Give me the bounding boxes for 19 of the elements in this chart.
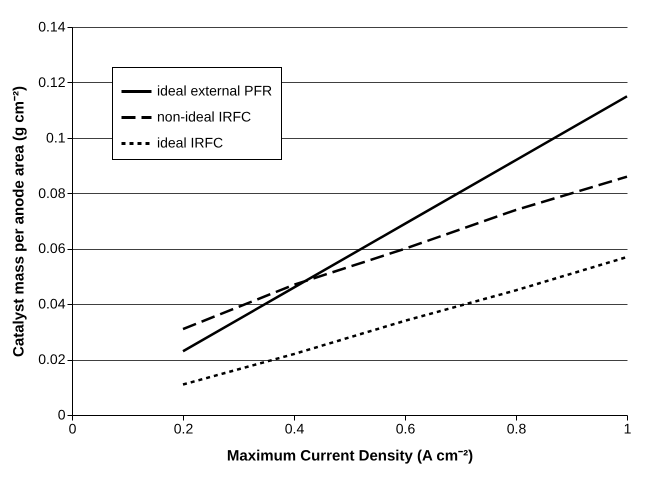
y-tick-label: 0.06 [38, 240, 66, 256]
x-tick-label: 0.8 [506, 420, 526, 436]
x-tick-label: 0.2 [174, 420, 194, 436]
y-axis-title: Catalyst mass per anode area (g cm⁻²) [10, 86, 28, 357]
y-tick-label: 0.14 [38, 18, 66, 34]
x-tick-label: 0.6 [396, 420, 416, 436]
x-tick-label: 0 [68, 420, 77, 436]
y-tick-label: 0 [58, 406, 66, 422]
x-tick-label: 1 [624, 420, 632, 436]
x-tick-label: 0.4 [284, 420, 304, 436]
y-tick-label: 0.02 [38, 351, 66, 368]
y-tick-label: 0.08 [38, 184, 66, 201]
legend-label: non-ideal IRFC [157, 108, 252, 124]
legend-label: ideal IRFC [157, 134, 224, 150]
y-tick-label: 0.1 [46, 129, 66, 146]
y-tick-label: 0.04 [38, 296, 66, 312]
y-tick-label: 0.12 [38, 74, 66, 90]
x-axis-title: Maximum Current Density (A cm⁻²) [226, 448, 474, 464]
legend-label: ideal external PFR [157, 82, 272, 98]
